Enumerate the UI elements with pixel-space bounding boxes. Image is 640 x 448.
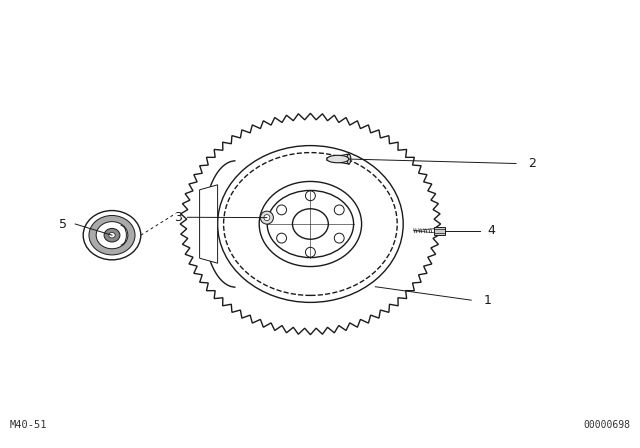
Ellipse shape xyxy=(327,155,349,163)
Ellipse shape xyxy=(259,181,362,267)
Ellipse shape xyxy=(334,205,344,215)
Ellipse shape xyxy=(104,228,120,242)
Text: 4: 4 xyxy=(488,224,495,237)
Ellipse shape xyxy=(218,146,403,302)
Ellipse shape xyxy=(347,154,351,164)
Ellipse shape xyxy=(292,209,328,239)
Ellipse shape xyxy=(276,233,287,243)
Ellipse shape xyxy=(334,233,344,243)
Polygon shape xyxy=(180,113,440,335)
Text: 1: 1 xyxy=(483,293,491,307)
Ellipse shape xyxy=(260,211,273,224)
Text: 3: 3 xyxy=(175,211,182,224)
Ellipse shape xyxy=(264,215,270,220)
Text: 00000698: 00000698 xyxy=(583,420,630,430)
Bar xyxy=(434,227,445,235)
Ellipse shape xyxy=(305,191,316,201)
Ellipse shape xyxy=(109,233,115,238)
Ellipse shape xyxy=(96,222,128,249)
Ellipse shape xyxy=(305,247,316,257)
Text: M40-51: M40-51 xyxy=(10,420,47,430)
Ellipse shape xyxy=(276,205,287,215)
Polygon shape xyxy=(200,185,218,263)
Ellipse shape xyxy=(89,215,135,255)
Ellipse shape xyxy=(83,211,141,260)
Text: 2: 2 xyxy=(528,157,536,170)
Text: 5: 5 xyxy=(60,217,67,231)
